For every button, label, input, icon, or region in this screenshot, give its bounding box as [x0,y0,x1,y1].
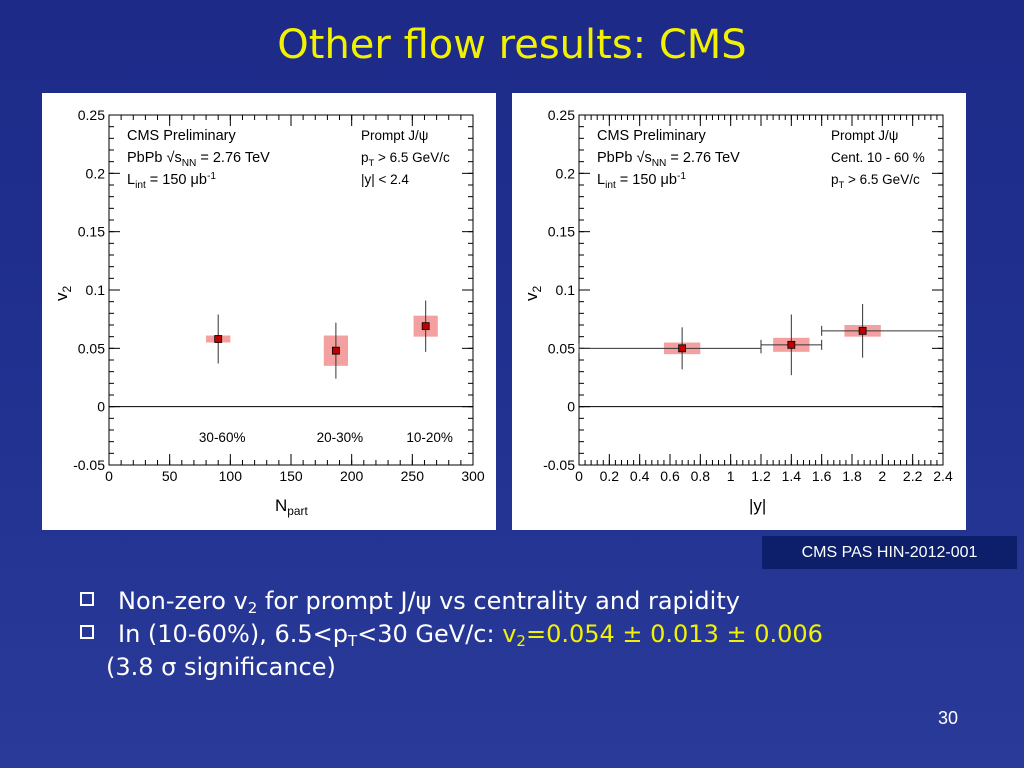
y-tick-label: 0.2 [556,165,576,181]
x-tick-label: 50 [162,468,178,484]
legend-left-text: CMS Preliminary [597,128,707,144]
legend-right-text: Cent. 10 - 60 % [831,150,925,165]
page-number: 30 [938,708,959,728]
data-point [678,344,687,353]
y-tick-label: 0.25 [78,107,105,123]
x-tick-label: 2.4 [933,468,953,484]
x-tick-label: 2.2 [903,468,923,484]
x-axis-label: Npart​ [275,496,308,518]
x-tick-label: 2 [878,468,886,484]
x-tick-label: 300 [461,468,485,484]
x-tick-label: 1.8 [842,468,862,484]
highlight-subscript: 2 [516,632,526,650]
legend-left-text: Lint​ = 150 μb-1​ [127,171,216,191]
centrality-label: 20-30% [317,430,364,445]
x-tick-label: 1.4 [782,468,802,484]
bullet-text: vs centrality and rapidity [431,587,740,615]
bullet-text: In (10-60%), 6.5<p [118,620,348,648]
bullet-text: <30 GeV/c: [357,620,503,648]
plot-frame [108,114,474,466]
bullet-text: significance) [176,653,336,681]
data-point [787,340,796,349]
y-tick-label: 0.15 [78,224,105,240]
x-tick-label: 200 [340,468,364,484]
bullet-text: for prompt J/ [257,587,416,615]
legend-right-text: Prompt J/ψ [361,128,428,143]
x-tick-label: 1 [727,468,735,484]
data-point [214,335,223,343]
y-tick-label: 0 [567,399,575,415]
bullet-text: Non-zero v [118,587,248,615]
legend-right-text: pT​ > 6.5 GeV/c [361,150,450,169]
bullet-item: In (10-60%), 6.5<pT<30 GeV/c: v2=0.054 ±… [80,618,1000,651]
y-axis-label: v2 [52,286,74,302]
x-tick-label: 0 [105,468,113,484]
x-tick-label: 0.8 [691,468,711,484]
legend-right-text: pT​ > 6.5 GeV/c [831,172,920,191]
highlight-text: v [502,620,517,648]
x-tick-label: 0.4 [630,468,650,484]
x-tick-label: 1.2 [751,468,771,484]
y-axis-label: v2 [522,286,544,302]
x-tick-label: 250 [401,468,425,484]
psi-symbol: ψ [415,587,432,615]
bullet-text: (3.8 [106,653,162,681]
y-tick-label: -0.05 [543,457,575,473]
bullet-item: Non-zero v2 for prompt J/ψ vs centrality… [80,585,1000,618]
centrality-label: 30-60% [199,430,246,445]
x-tick-label: 150 [279,468,303,484]
sigma-symbol: σ [161,653,177,681]
data-point [331,346,340,355]
plot-panel-rapidity: -0.05 0 0.05 0.1 0.15 0.2 0.25 0 0.2 0.4 0.6 0.8 1 1.… [512,93,966,530]
bullet-subscript: 2 [247,599,258,617]
x-axis-label: |y| [749,496,766,515]
data-point [858,326,867,335]
bullet-list: Non-zero v2 for prompt J/ψ vs centrality… [80,585,1000,684]
x-tick-label: 0.2 [600,468,620,484]
y-tick-label: -0.05 [73,457,105,473]
data-point [421,322,430,331]
legend-left-text: PbPb √sNN​ = 2.76 TeV [597,150,740,169]
bullet-continuation: (3.8 σ significance) [80,651,1000,684]
legend-right-text: |y| < 2.4 [361,172,409,187]
legend-left-text: Lint​ = 150 μb-1​ [597,171,686,191]
slide-title: Other flow results: CMS [277,22,747,68]
centrality-label: 10-20% [406,430,453,445]
x-tick-label: 0.6 [660,468,680,484]
checkbox-bullet-icon [80,625,94,639]
legend-left-text: CMS Preliminary [127,128,237,144]
y-tick-label: 0.25 [548,107,575,123]
y-tick-label: 0.05 [78,340,105,356]
bullet-subscript: T [347,632,358,650]
legend-left-text: PbPb √sNN​ = 2.76 TeV [127,150,270,169]
y-tick-label: 0.05 [548,340,575,356]
plot-frame [578,114,944,466]
highlight-text: =0.054 ± 0.013 ± 0.006 [525,620,823,648]
legend-right-text: Prompt J/ψ [831,128,898,143]
y-tick-label: 0.2 [86,165,106,181]
x-tick-label: 0 [575,468,583,484]
y-tick-label: 0.15 [548,224,575,240]
x-tick-label: 100 [219,468,243,484]
reference-label: CMS PAS HIN-2012-001 [762,536,1017,569]
x-tick-label: 1.6 [812,468,832,484]
plot-panel-npart: -0.05 0 0.05 0.1 0.15 0.2 0.25 0 50 100 150 200 250 3… [42,93,496,530]
y-tick-label: 0.1 [86,282,106,298]
y-tick-label: 0.1 [556,282,576,298]
checkbox-bullet-icon [80,592,94,606]
y-tick-label: 0 [97,399,105,415]
